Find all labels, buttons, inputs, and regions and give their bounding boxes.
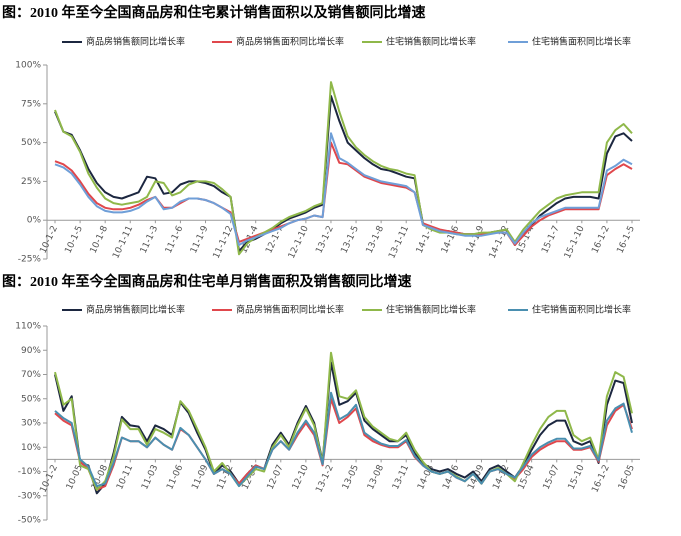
x-tick-label: 10-1-11 (111, 224, 135, 260)
x-tick-label: 15-04 (517, 463, 537, 491)
x-tick-label: 14-1-6 (440, 224, 462, 255)
x-tick-label: 16-1-2 (590, 463, 611, 494)
x-tick-label: 12-10 (291, 463, 311, 491)
y-tick-label: 30% (21, 419, 41, 429)
x-tick-label: 11-06 (165, 463, 185, 491)
x-tick-label: 12-1-10 (287, 224, 311, 260)
series-line (54, 81, 633, 256)
y-tick-label: 75% (21, 99, 41, 109)
x-tick-label: 11-1-6 (164, 224, 186, 255)
x-tick-label: 13-05 (341, 463, 361, 491)
chart-title: 图：2010 年至今全国商品房和住宅单月销售面积及销售额同比增速 (2, 273, 412, 290)
y-tick-label: 100% (15, 61, 41, 71)
x-tick-label: 15-07 (542, 463, 562, 491)
x-tick-label: 10-05 (65, 463, 85, 491)
x-tick-label: 10-1-2 (38, 463, 59, 494)
y-tick-label: -30% (18, 491, 42, 501)
x-tick-label: 10-1-5 (64, 224, 85, 255)
x-tick-label: 10-11 (115, 463, 135, 491)
series-line (54, 141, 633, 246)
x-tick-label: 13-08 (366, 463, 386, 491)
y-tick-label: 90% (21, 346, 41, 356)
series-line (54, 361, 633, 495)
legend-label: 住宅销售额同比增长率 (386, 304, 476, 316)
x-tick-label: 13-1-8 (365, 224, 387, 255)
x-tick-label: 11-1-9 (189, 224, 211, 255)
y-tick-label: 50% (21, 138, 41, 148)
x-tick-label: 16-1-5 (615, 224, 636, 255)
legend-label: 住宅销售额同比增长率 (386, 36, 476, 48)
y-tick-label: -10% (18, 467, 42, 477)
x-tick-label: 12-07 (266, 463, 286, 491)
x-tick-label: 13-1-11 (387, 224, 411, 260)
x-tick-label: 16-1-2 (590, 224, 611, 255)
x-tick-label: 13-1-2 (314, 224, 335, 255)
legend-label: 商品房销售面积同比增长率 (236, 36, 344, 48)
y-tick-label: 110% (15, 322, 41, 332)
y-tick-label: 10% (21, 443, 41, 453)
x-tick-label: 13-11 (391, 463, 411, 491)
x-tick-label: 13-1-2 (314, 463, 335, 494)
x-tick-label: 11-09 (190, 463, 210, 491)
legend-label: 商品房销售面积同比增长率 (236, 304, 344, 316)
x-tick-label: 15-1-10 (563, 224, 587, 260)
x-tick-label: 16-05 (617, 463, 637, 491)
legend-label: 商品房销售额同比增长率 (86, 304, 185, 316)
legend-label: 商品房销售额同比增长率 (86, 36, 185, 48)
y-tick-label: 70% (21, 370, 41, 380)
x-tick-label: 11-03 (140, 463, 160, 491)
legend-label: 住宅销售面积同比增长率 (532, 36, 631, 48)
y-tick-label: 50% (21, 394, 41, 404)
series-line (54, 351, 633, 491)
x-tick-label: 14-1-12 (488, 224, 512, 260)
series-line (54, 132, 633, 246)
x-tick-label: 14-1-9 (465, 224, 487, 255)
x-tick-label: 10-1-2 (38, 224, 59, 255)
x-tick-label: 11-1-12 (212, 224, 236, 260)
x-tick-label: 11-1-3 (139, 224, 160, 255)
x-tick-label: 15-10 (567, 463, 587, 491)
legend-label: 住宅销售面积同比增长率 (532, 304, 631, 316)
series-line (54, 95, 633, 253)
y-tick-label: 25% (21, 177, 41, 187)
chart-title: 图：2010 年至今全国商品房和住宅累计销售面积以及销售额同比增速 (2, 4, 426, 21)
y-tick-label: 0% (27, 216, 42, 226)
series-line (54, 391, 633, 488)
x-tick-label: 10-1-8 (89, 224, 111, 255)
x-tick-label: 15-1-7 (540, 224, 561, 255)
y-tick-label: -25% (18, 255, 42, 265)
x-tick-label: 13-1-5 (340, 224, 361, 255)
y-tick-label: -50% (18, 516, 42, 526)
